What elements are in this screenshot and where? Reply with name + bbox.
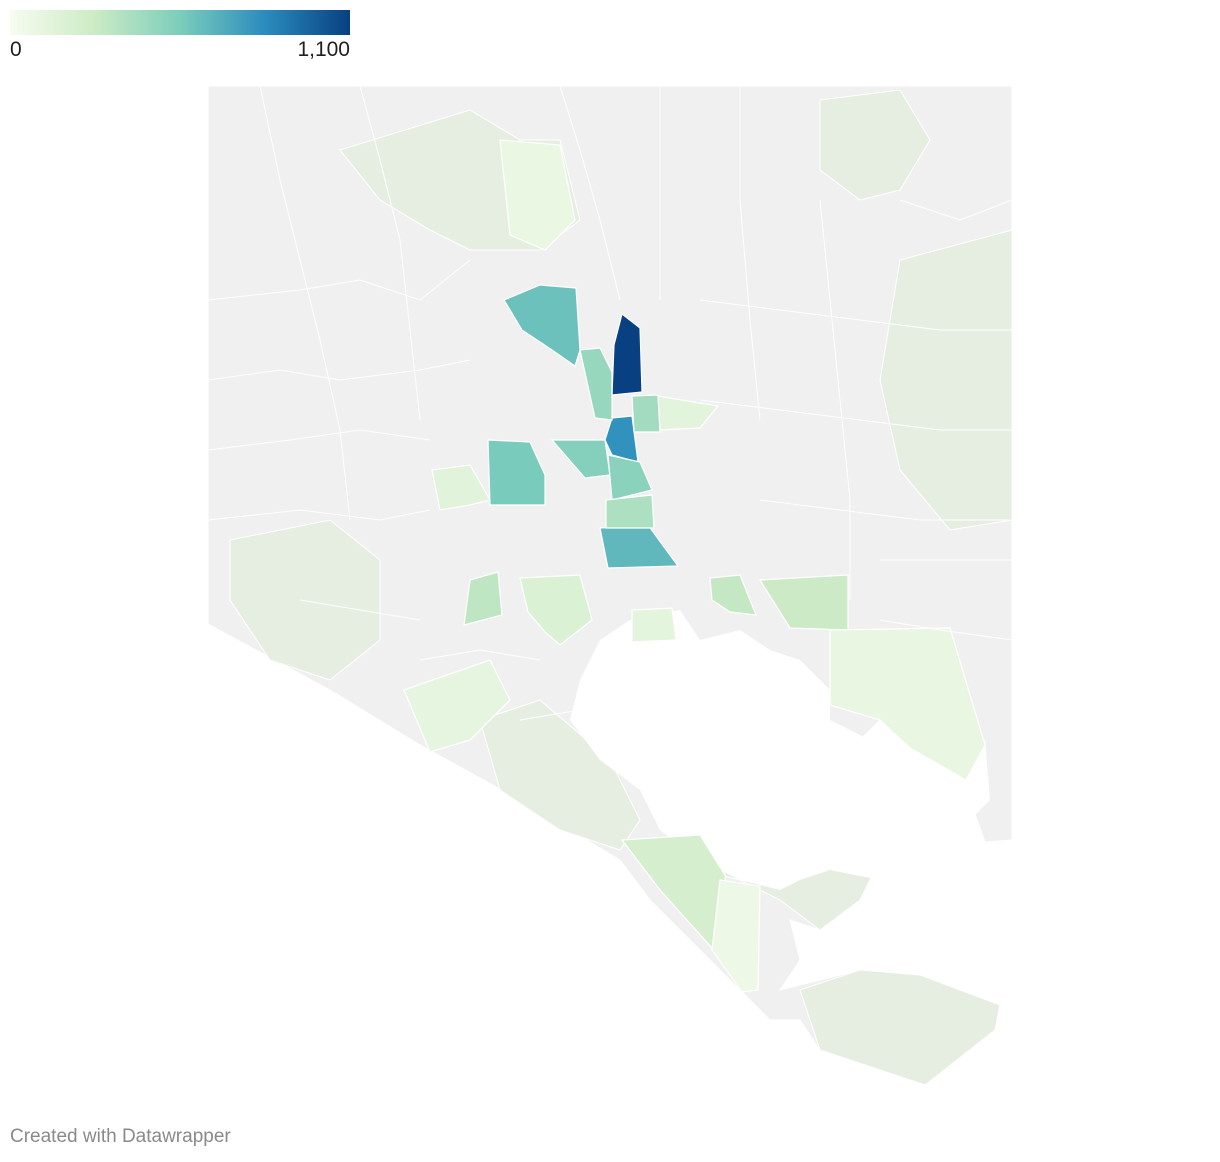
pigtown-tract[interactable] xyxy=(519,574,593,646)
choropleth-regions xyxy=(403,139,986,993)
color-legend: 0 1,100 xyxy=(10,10,350,64)
region-southeast-wash xyxy=(799,969,1001,1086)
federal-hill-tract[interactable] xyxy=(631,607,677,643)
harbor-east-tract[interactable] xyxy=(657,395,720,431)
legend-min-label: 0 xyxy=(10,38,22,61)
curtis-bay-tract[interactable] xyxy=(711,879,761,993)
legend-gradient-bar xyxy=(10,10,350,35)
fells-point-tract[interactable] xyxy=(709,574,757,616)
harbor-water xyxy=(570,610,990,890)
region-east-wash xyxy=(879,229,1013,531)
region-south-wash xyxy=(479,699,641,851)
west-baltimore-tract[interactable] xyxy=(431,464,491,511)
northwest-corridor-tract[interactable] xyxy=(503,284,581,367)
tract-boundaries xyxy=(207,85,1013,721)
region-northeast-wash xyxy=(819,89,931,201)
southwest-edge-tract[interactable] xyxy=(403,659,511,753)
east-midtown-tract[interactable] xyxy=(631,394,661,433)
north-central-tract[interactable] xyxy=(611,312,643,396)
west-central-tract[interactable] xyxy=(487,439,546,506)
downtown-tract[interactable] xyxy=(607,454,653,501)
region-west-wash xyxy=(229,519,381,681)
low-value-wash xyxy=(229,89,1013,1086)
legend-max-label: 1,100 xyxy=(297,38,350,61)
datawrapper-credit: Created with Datawrapper xyxy=(10,1126,231,1147)
greenmount-tract[interactable] xyxy=(605,494,655,529)
north-corridor-tract[interactable] xyxy=(499,139,576,251)
southwest-tract[interactable] xyxy=(463,571,503,626)
inner-harbor-water xyxy=(570,610,990,890)
southeast-industrial-tract[interactable] xyxy=(829,627,986,781)
north-charles-tract[interactable] xyxy=(579,347,613,421)
legend-labels: 0 1,100 xyxy=(10,38,350,64)
